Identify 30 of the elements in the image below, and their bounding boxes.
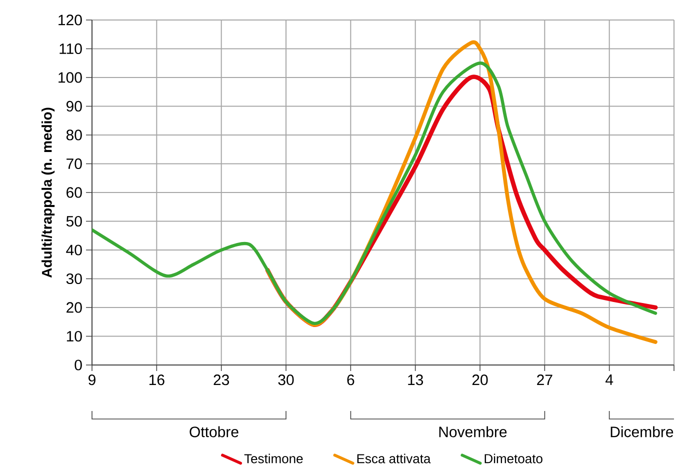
x-tick-label: 4 (606, 374, 614, 385)
text: Novembre (439, 426, 507, 438)
y-tick-label: 40 (66, 244, 82, 256)
x-tick-label: 20 (472, 374, 488, 386)
x-tick-label: 13 (408, 374, 424, 386)
y-tick-label: 20 (66, 302, 82, 313)
x-tick-label: 27 (537, 374, 552, 386)
text: Ottobre (190, 426, 238, 438)
x-tick-label: 16 (149, 374, 164, 386)
legend-label: Dimetoato (484, 454, 542, 464)
y-tick-label: 60 (66, 187, 82, 198)
y-tick-label: 50 (66, 216, 82, 227)
y-tick-label: 0 (74, 360, 82, 370)
y-tick-label: 120 (58, 14, 82, 26)
y-tick-label: 70 (66, 158, 82, 170)
x-tick-label: 6 (347, 374, 354, 386)
legend-label: Esca attivata (357, 454, 431, 464)
y-tick-label: 30 (66, 273, 82, 284)
x-tick-label: 23 (214, 374, 230, 386)
line-series (92, 62, 658, 325)
y-tick-label: 80 (66, 130, 82, 140)
x-tick-label: 30 (278, 374, 294, 386)
y-axis-title: Adulti/trappola (n. medio) (42, 108, 55, 278)
y-tick-label: 100 (58, 72, 82, 83)
y-tick-label: 10 (66, 330, 82, 342)
y-tick-label: 110 (60, 43, 82, 54)
legend-label: Testimone (244, 454, 303, 464)
y-tick-label: 90 (66, 100, 82, 112)
text: Dicembre (610, 426, 674, 438)
x-tick-label: 9 (88, 374, 96, 386)
